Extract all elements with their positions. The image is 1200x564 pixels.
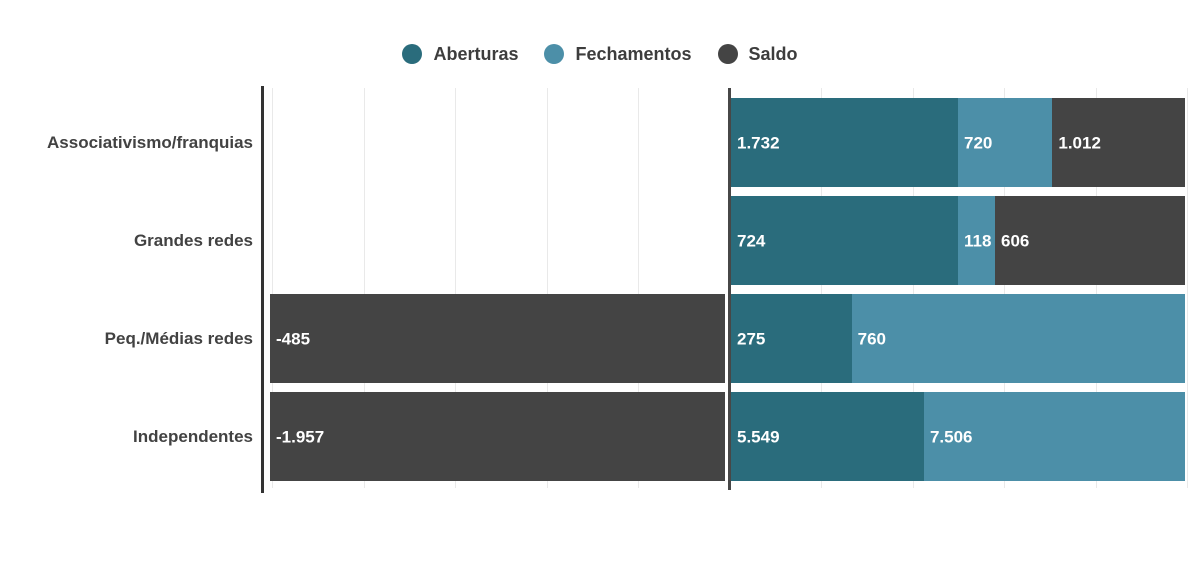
bar-value-label: 724 <box>737 231 766 250</box>
bar-value-label: 760 <box>857 329 886 348</box>
y-axis-line <box>261 86 264 493</box>
category-label: Grandes redes <box>133 230 253 250</box>
gridline <box>272 88 273 488</box>
gridline <box>455 88 456 488</box>
category-label: Peq./Médias redes <box>104 328 253 348</box>
bar-value-label: 118 <box>964 231 992 250</box>
gridline <box>1096 88 1097 488</box>
gridline <box>1004 88 1005 488</box>
legend-dot-icon <box>402 44 423 64</box>
legend-item-aberturas[interactable]: Aberturas <box>402 44 518 64</box>
gridline <box>547 88 548 488</box>
bar-segment-aberturas: 275 <box>731 294 852 383</box>
legend-item-fechamentos[interactable]: Fechamentos <box>544 44 692 64</box>
gridline <box>913 88 914 488</box>
bar-segment-saldo: 606 <box>994 196 1185 285</box>
bar-value-label: 7.506 <box>929 427 973 446</box>
bar-segment-saldo: 1.012 <box>1052 98 1185 187</box>
legend-label-fechamentos: Fechamentos <box>575 44 692 64</box>
bar-segment-aberturas: 1.732 <box>731 98 958 187</box>
bar-segment-fechamentos: 7.506 <box>923 392 1185 481</box>
zero-baseline <box>728 88 731 490</box>
bar-value-label: 1.732 <box>737 133 780 152</box>
bar-value-label: 1.012 <box>1058 133 1101 152</box>
bar-segment-aberturas: 724 <box>731 196 958 285</box>
gridline <box>1187 88 1188 488</box>
bar-segment-saldo: -485 <box>270 294 725 383</box>
bar-segment-fechamentos: 720 <box>958 98 1053 187</box>
bar-value-label: -485 <box>276 329 311 348</box>
bar-segment-aberturas: 5.549 <box>731 392 924 481</box>
bar-value-label: 606 <box>1000 231 1030 250</box>
legend-label-aberturas: Aberturas <box>433 44 519 64</box>
category-label: Associativismo/franquias <box>47 132 253 152</box>
category-label: Independentes <box>133 426 253 446</box>
gridline <box>364 88 365 488</box>
gridline <box>821 88 822 488</box>
legend-item-saldo[interactable]: Saldo <box>717 44 798 64</box>
bar-value-label: 720 <box>964 133 993 152</box>
legend-label-saldo: Saldo <box>748 44 798 64</box>
bar-segment-fechamentos: 760 <box>851 294 1185 383</box>
legend-dot-icon <box>544 44 565 64</box>
bar-value-label: 275 <box>737 329 766 348</box>
gridline <box>638 88 639 488</box>
bar-value-label: 5.549 <box>737 427 780 446</box>
bar-value-label: -1.957 <box>276 427 325 446</box>
bar-segment-saldo: -1.957 <box>270 392 725 481</box>
bar-segment-fechamentos: 118 <box>958 196 995 285</box>
legend-dot-icon <box>717 44 738 64</box>
legend: Aberturas Fechamentos Saldo <box>0 44 1200 64</box>
